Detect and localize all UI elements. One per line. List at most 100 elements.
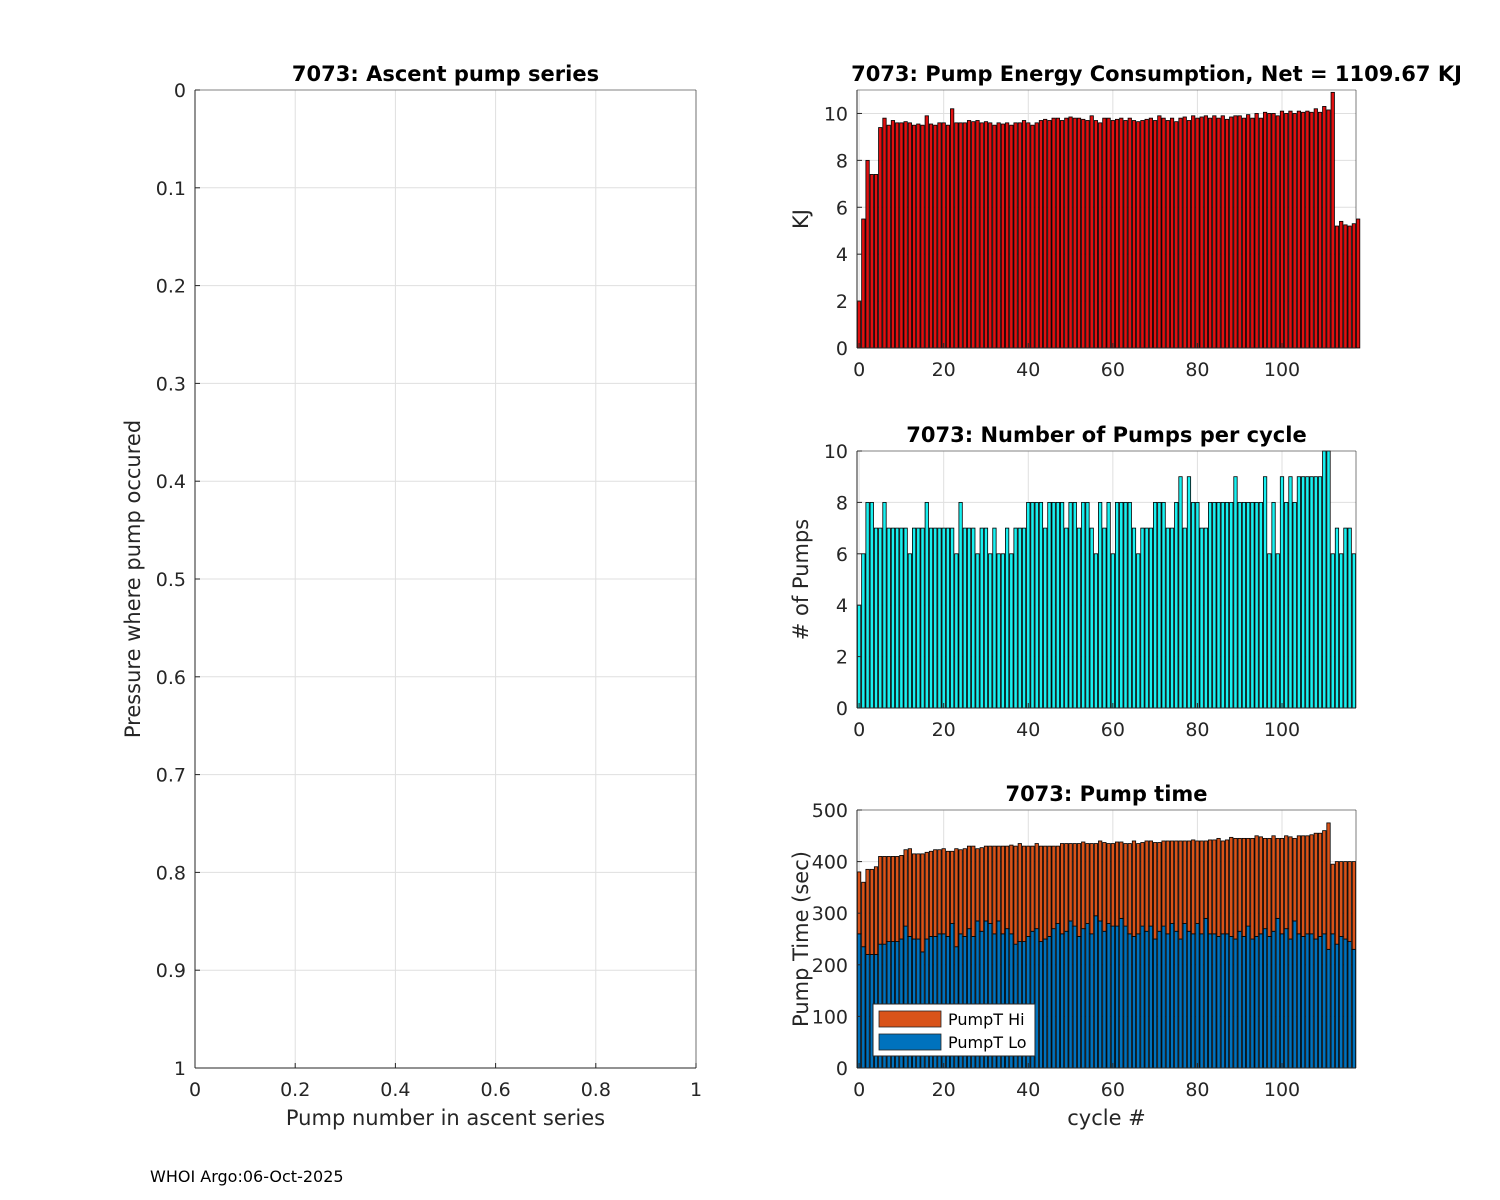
bar-pumpt-hi	[869, 868, 874, 955]
bar-pumpt-lo	[1267, 936, 1272, 1069]
bar-pumpt-lo	[1258, 933, 1263, 1069]
bar	[1093, 120, 1099, 349]
bar	[907, 122, 912, 349]
bar	[996, 553, 1001, 709]
y-tick-label: 0.4	[156, 471, 186, 493]
y-tick-label: 400	[812, 852, 848, 874]
bar	[954, 553, 959, 709]
bar	[1343, 224, 1348, 349]
x-tick-label: 100	[1264, 719, 1300, 741]
bar-pumpt-hi	[975, 848, 980, 922]
bar-pumpt-hi	[996, 845, 1001, 922]
bar	[1296, 110, 1302, 349]
bar	[1110, 120, 1115, 349]
bar	[1047, 120, 1052, 349]
bar	[945, 527, 951, 709]
bar	[911, 527, 917, 709]
bar-pumpt-hi	[1140, 842, 1145, 927]
bar-pumpt-lo	[1250, 938, 1255, 1069]
bar	[1237, 115, 1242, 349]
y-tick-label: 0	[836, 1058, 848, 1080]
bar	[1254, 113, 1259, 349]
bar-pumpt-lo	[1148, 925, 1153, 1069]
bar	[1106, 117, 1111, 349]
y-tick-label: 0	[174, 80, 186, 102]
bar	[1339, 553, 1344, 709]
bar	[1153, 501, 1158, 709]
bar	[1021, 527, 1027, 709]
bar	[1174, 501, 1179, 709]
bar-pumpt-hi	[899, 855, 904, 940]
bar-pumpt-lo	[1220, 933, 1225, 1069]
x-tick-label: 0	[189, 1079, 201, 1101]
bar	[1102, 117, 1107, 349]
bar	[899, 527, 904, 709]
bar-pumpt-lo	[1136, 933, 1141, 1069]
bar-pumpt-lo	[1114, 925, 1120, 1069]
y-axis-label: Pump Time (sec)	[789, 851, 813, 1027]
x-tick-label: 60	[1101, 1079, 1125, 1101]
bar	[1186, 120, 1192, 349]
bar	[882, 117, 887, 349]
bar	[1199, 116, 1204, 349]
bar	[1119, 117, 1124, 349]
y-tick-label: 0	[836, 698, 848, 720]
bar	[945, 124, 951, 349]
bar-pumpt-hi	[1262, 837, 1268, 930]
bar-pumpt-lo	[1102, 930, 1107, 1069]
bar-pumpt-lo	[1064, 930, 1069, 1069]
bar-pumpt-lo	[1131, 936, 1137, 1069]
bar	[1347, 225, 1352, 349]
bar-pumpt-lo	[1072, 925, 1077, 1069]
x-tick-label: 0.8	[581, 1079, 611, 1101]
bar	[992, 124, 997, 349]
bar	[1034, 122, 1039, 349]
x-tick-label: 0.6	[480, 1079, 510, 1101]
x-tick-label: 100	[1264, 359, 1300, 381]
bar	[1250, 117, 1255, 349]
bar-pumpt-lo	[1123, 925, 1128, 1069]
bar	[886, 124, 891, 349]
bar-pumpt-lo	[1233, 938, 1238, 1069]
x-tick-label: 60	[1101, 719, 1125, 741]
x-tick-label: 0	[853, 1079, 865, 1101]
bar-pumpt-hi	[1110, 843, 1115, 927]
bar	[1013, 122, 1018, 349]
bar	[1076, 117, 1082, 349]
bar	[1089, 527, 1094, 709]
bar	[1030, 124, 1035, 349]
bar	[1072, 117, 1077, 349]
bar-pumpt-hi	[1013, 845, 1018, 945]
bar	[1098, 122, 1103, 349]
bar-pumpt-hi	[979, 847, 984, 932]
bar-pumpt-hi	[1081, 841, 1086, 930]
bar-pumpt-hi	[903, 849, 908, 927]
x-tick-label: 0.2	[280, 1079, 310, 1101]
bar	[1203, 527, 1208, 709]
bar	[899, 122, 904, 349]
bar	[1165, 527, 1170, 709]
bar	[1246, 501, 1251, 709]
x-tick-label: 1	[690, 1079, 702, 1101]
bar-pumpt-hi	[1229, 836, 1234, 937]
bar	[1169, 117, 1175, 349]
bar	[920, 124, 925, 349]
x-tick-label: 80	[1185, 719, 1209, 741]
bar	[975, 553, 980, 709]
bar-pumpt-lo	[1068, 920, 1073, 1069]
bar	[1136, 553, 1141, 709]
bar-pumpt-lo	[1060, 933, 1065, 1069]
bar	[920, 527, 925, 709]
bar	[988, 122, 993, 349]
bar-pumpt-lo	[1208, 933, 1213, 1069]
bar-pumpt-hi	[907, 848, 912, 937]
bar	[1229, 116, 1234, 349]
bar-pumpt-lo	[1317, 936, 1323, 1069]
bar	[1275, 553, 1280, 709]
bar-pumpt-hi	[1153, 842, 1158, 940]
bar	[1021, 120, 1027, 349]
y-tick-label: 0	[836, 338, 848, 360]
bar-pumpt-hi	[1279, 837, 1285, 935]
bar	[1296, 476, 1302, 709]
bar-pumpt-lo	[1119, 917, 1124, 1069]
